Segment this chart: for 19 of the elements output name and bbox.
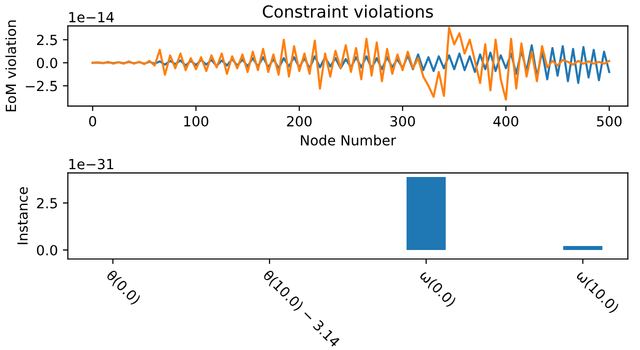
y-tick-label: 2.5 — [37, 34, 57, 46]
y-tick-label: 2.5 — [37, 198, 57, 208]
y-tick-label: 0.0 — [36, 58, 58, 68]
x-tick-label: 300 — [390, 116, 415, 127]
chart-title: Constraint violations — [262, 4, 433, 18]
line-series — [92, 44, 610, 84]
x-tick-label: 200 — [287, 116, 312, 127]
x-tick-label: 100 — [184, 116, 208, 127]
x-tick-label: 500 — [597, 116, 622, 127]
x-tick-label: 400 — [493, 116, 518, 127]
text: 1e−14 — [69, 12, 114, 22]
x-axis-title: Node Number — [300, 134, 396, 146]
y-tick-label: 0.0 — [36, 244, 58, 256]
y-axis-title: EoM violation — [5, 20, 16, 112]
line-series — [92, 26, 610, 101]
text: 1e−31 — [69, 158, 114, 170]
y-tick-label: −2.5 — [26, 80, 57, 92]
x-tick-label: 0 — [89, 116, 96, 127]
y-axis-title: Instance — [17, 187, 28, 244]
